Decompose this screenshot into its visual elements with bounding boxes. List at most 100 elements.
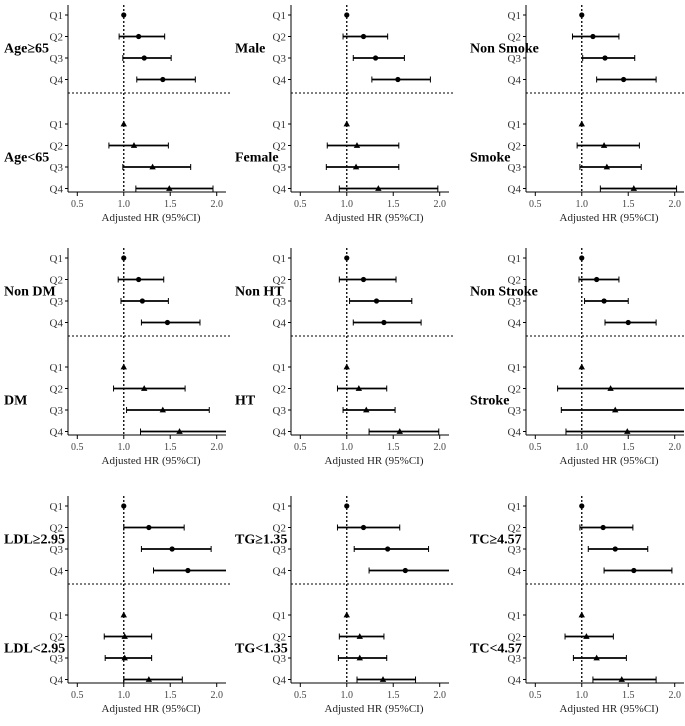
quartile-label: Q4 xyxy=(50,566,64,578)
quartile-label: Q2 xyxy=(50,384,63,396)
point-estimate-circle xyxy=(121,503,127,509)
quartile-label: Q1 xyxy=(508,501,521,513)
point-estimate-circle xyxy=(169,546,175,552)
point-estimate-circle xyxy=(631,567,637,574)
quartile-label: Q4 xyxy=(273,184,287,196)
point-estimate-circle xyxy=(344,503,350,509)
point-estimate-triangle xyxy=(593,654,600,661)
point-estimate-circle xyxy=(579,12,585,18)
point-estimate-triangle xyxy=(120,611,127,618)
quartile-label: Q3 xyxy=(50,544,64,556)
quartile-label: Q1 xyxy=(50,119,63,131)
quartile-label: Q2 xyxy=(273,32,286,44)
quartile-label: Q4 xyxy=(508,675,522,687)
group-label: Age≥65 xyxy=(4,41,49,56)
quartile-label: Q4 xyxy=(508,566,522,578)
point-estimate-circle xyxy=(121,255,127,261)
point-estimate-triangle xyxy=(375,185,382,191)
forest-panel: 0.5 1.0 1.5 2.0 Adjusted HR (95%CI) TC≥4.57 Q1… xyxy=(470,496,685,715)
group-label: LDL≥2.95 xyxy=(4,532,65,547)
point-estimate-triangle xyxy=(343,611,350,618)
point-estimate-circle xyxy=(360,33,367,40)
quartile-label: Q4 xyxy=(273,675,287,687)
quartile-label: Q3 xyxy=(508,544,522,556)
forest-panel: 0.5 1.0 1.5 2.0 Adjusted HR (95%CI) Non HT Q1 Q… xyxy=(235,248,453,467)
x-axis-title: Adjusted HR (95%CI) xyxy=(560,455,659,467)
point-estimate-circle xyxy=(146,524,152,531)
quartile-label: Q1 xyxy=(50,501,63,513)
quartile-label: Q3 xyxy=(50,653,64,665)
quartile-label: Q4 xyxy=(50,184,64,196)
forest-panel: 0.5 1.0 1.5 2.0 Adjusted HR (95%CI) Non Strok… xyxy=(470,248,685,467)
x-tick-label: 2.0 xyxy=(668,199,681,210)
point-estimate-triangle xyxy=(149,163,156,170)
x-tick-label: 1.5 xyxy=(387,199,400,210)
point-estimate-triangle xyxy=(145,676,153,682)
x-tick-label: 1.0 xyxy=(118,199,131,210)
quartile-label: Q4 xyxy=(508,427,522,439)
quartile-label: Q1 xyxy=(508,610,521,622)
point-estimate-circle xyxy=(372,55,379,61)
quartile-label: Q4 xyxy=(508,75,522,87)
point-estimate-triangle xyxy=(607,385,614,391)
quartile-label: Q4 xyxy=(273,318,287,330)
x-axis-title: Adjusted HR (95%CI) xyxy=(560,212,659,224)
point-estimate-triangle xyxy=(612,406,619,413)
quartile-label: Q1 xyxy=(50,362,63,374)
quartile-label: Q3 xyxy=(273,405,287,417)
group-label: DM xyxy=(4,393,27,408)
forest-panel: 0.5 1.0 1.5 2.0 Adjusted HR (95%CI) Non Smoke… xyxy=(470,5,685,224)
point-estimate-triangle xyxy=(624,428,631,434)
quartile-label: Q2 xyxy=(273,632,286,644)
point-estimate-triangle xyxy=(356,654,363,661)
x-axis-title: Adjusted HR (95%CI) xyxy=(102,212,201,224)
quartile-label: Q3 xyxy=(50,405,64,417)
x-tick-label: 1.5 xyxy=(387,690,400,701)
quartile-label: Q4 xyxy=(50,75,64,87)
quartile-label: Q2 xyxy=(273,384,286,396)
forest-panel: 0.5 1.0 1.5 2.0 Adjusted HR (95%CI) Age≥65 Q1 Q… xyxy=(4,5,230,224)
quartile-label: Q3 xyxy=(508,653,522,665)
point-estimate-circle xyxy=(402,567,408,574)
point-estimate-triangle xyxy=(120,120,127,127)
x-tick-label: 1.5 xyxy=(622,199,635,210)
point-estimate-circle xyxy=(601,298,607,304)
x-tick-label: 1.0 xyxy=(576,442,589,453)
quartile-label: Q2 xyxy=(508,32,521,44)
forest-panel: 0.5 1.0 1.5 2.0 Adjusted HR (95%CI) Male Q1 Q2 Q… xyxy=(235,5,453,224)
x-axis-title: Adjusted HR (95%CI) xyxy=(325,212,424,224)
quartile-label: Q1 xyxy=(50,253,63,265)
point-estimate-triangle xyxy=(176,428,183,434)
group-label: Non Stroke xyxy=(470,284,538,299)
quartile-label: Q1 xyxy=(273,501,286,513)
point-estimate-circle xyxy=(612,546,618,552)
quartile-label: Q2 xyxy=(273,523,286,535)
point-estimate-triangle xyxy=(343,363,350,370)
point-estimate-circle xyxy=(625,319,631,326)
quartile-label: Q4 xyxy=(273,427,287,439)
group-label: Age<65 xyxy=(4,150,49,165)
point-estimate-circle xyxy=(579,255,585,261)
x-tick-label: 2.0 xyxy=(210,199,223,210)
point-estimate-circle xyxy=(185,567,191,574)
quartile-label: Q3 xyxy=(50,162,64,174)
point-estimate-circle xyxy=(620,76,627,83)
point-estimate-triangle xyxy=(141,385,148,391)
group-label: HT xyxy=(235,393,256,408)
quartile-label: Q2 xyxy=(508,275,521,287)
point-estimate-circle xyxy=(141,55,147,61)
point-estimate-triangle xyxy=(618,676,625,682)
x-tick-label: 0.5 xyxy=(71,690,84,701)
quartile-label: Q4 xyxy=(273,75,287,87)
group-label: TG<1.35 xyxy=(235,641,288,656)
point-estimate-circle xyxy=(590,33,596,40)
group-label: Non HT xyxy=(235,284,284,299)
quartile-label: Q2 xyxy=(50,141,63,153)
quartile-label: Q1 xyxy=(273,253,286,265)
point-estimate-circle xyxy=(360,276,367,283)
quartile-label: Q1 xyxy=(273,10,286,22)
x-tick-label: 1.0 xyxy=(576,690,589,701)
point-estimate-triangle xyxy=(379,676,387,682)
